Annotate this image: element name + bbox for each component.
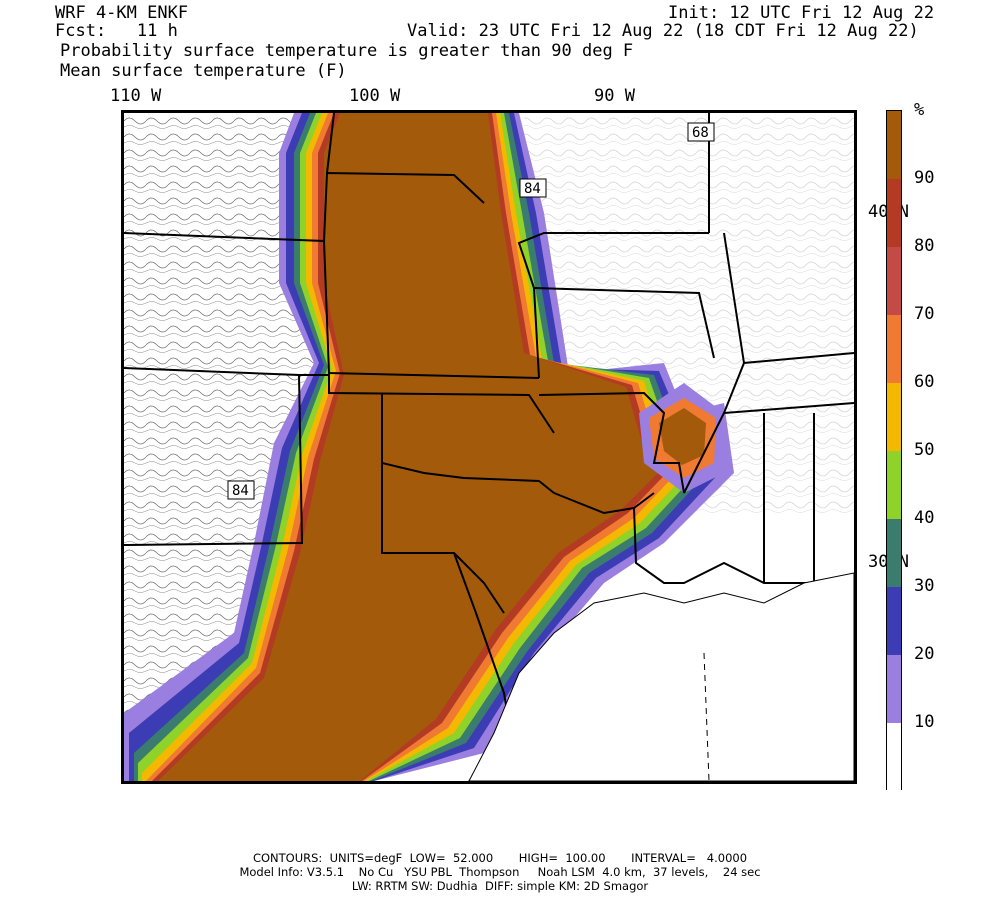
state-boundaries: [124, 113, 854, 781]
field-title-probability: Probability surface temperature is great…: [60, 41, 634, 61]
colorbar-swatch: [887, 587, 901, 655]
colorbar-swatch: [887, 247, 901, 315]
lon-label-110w: 110 W: [110, 86, 162, 106]
colorbar-unit: %: [914, 100, 925, 120]
lon-label-90w: 90 W: [594, 86, 635, 106]
colorbar-label: 70: [914, 304, 935, 324]
svg-text:68: 68: [692, 125, 709, 141]
colorbar-label: 30: [914, 576, 935, 596]
field-title-mean-temp: Mean surface temperature (F): [60, 61, 347, 81]
colorbar-label: 20: [914, 644, 935, 664]
colorbar-swatch: [887, 111, 901, 179]
init-time: Init: 12 UTC Fri 12 Aug 22: [668, 3, 935, 23]
svg-text:84: 84: [232, 483, 249, 499]
colorbar-label: 90: [914, 168, 935, 188]
colorbar-swatch: [887, 315, 901, 383]
gulf-of-mexico: [468, 572, 854, 781]
svg-text:84: 84: [524, 181, 541, 197]
colorbar-swatch: [887, 179, 901, 247]
colorbar-label: 60: [914, 372, 935, 392]
colorbar-swatch: [887, 655, 901, 723]
map-graphic: 84 84 68: [124, 113, 854, 781]
probability-shading: [124, 113, 734, 781]
valid-time: Valid: 23 UTC Fri 12 Aug 22 (18 CDT Fri …: [407, 21, 919, 41]
map-panel: 84 84 68: [121, 110, 857, 784]
colorbar-label: 80: [914, 236, 935, 256]
footer-physics: LW: RRTM SW: Dudhia DIFF: simple KM: 2D …: [351, 879, 649, 893]
contour-label-84-north: 84: [519, 178, 547, 198]
contour-label-68: 68: [687, 122, 715, 142]
colorbar-swatch: [887, 451, 901, 519]
contour-label-84-west: 84: [227, 480, 255, 500]
model-title: WRF 4-KM ENKF: [55, 3, 189, 23]
lon-label-100w: 100 W: [349, 86, 401, 106]
colorbar-label: 50: [914, 440, 935, 460]
colorbar: [886, 110, 902, 791]
colorbar-swatch: [887, 519, 901, 587]
footer-model-info: Model Info: V3.5.1 No Cu YSU PBL Thompso…: [239, 865, 761, 879]
forecast-hour: Fcst: 11 h: [55, 21, 178, 41]
colorbar-label: 40: [914, 508, 935, 528]
colorbar-swatch: [887, 383, 901, 451]
colorbar-swatch: [887, 723, 901, 791]
footer-contours: CONTOURS: UNITS=degF LOW= 52.000 HIGH= 1…: [252, 851, 748, 865]
colorbar-label: 10: [914, 712, 935, 732]
